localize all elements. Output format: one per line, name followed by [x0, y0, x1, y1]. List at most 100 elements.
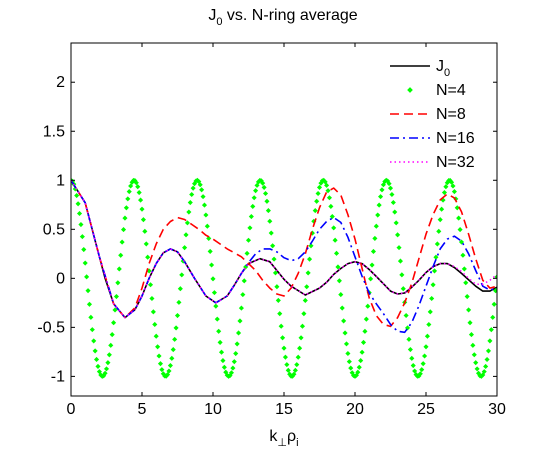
data-point: [191, 186, 196, 191]
data-point: [216, 329, 221, 334]
data-point: [159, 367, 164, 372]
data-point: [84, 274, 89, 279]
data-point: [435, 241, 440, 246]
data-point: [110, 332, 115, 337]
data-point: [280, 335, 285, 340]
legend-label-main: J: [436, 58, 444, 75]
data-point: [316, 191, 321, 196]
data-point: [483, 364, 488, 369]
data-point: [492, 302, 497, 307]
data-point: [182, 245, 187, 250]
data-point: [301, 311, 306, 316]
data-point: [269, 231, 274, 236]
data-point: [398, 259, 403, 264]
data-point: [340, 306, 345, 311]
data-point: [421, 361, 426, 366]
data-point: [215, 317, 220, 322]
data-point: [210, 276, 215, 281]
data-point: [394, 220, 399, 225]
x-tick-label: 20: [346, 401, 364, 418]
data-point: [267, 219, 272, 224]
legend-label-main: N=16: [436, 130, 475, 147]
plot-area: [68, 178, 499, 379]
data-point: [369, 262, 374, 267]
data-point: [429, 296, 434, 301]
data-point: [94, 357, 99, 362]
data-point: [443, 184, 448, 189]
data-point: [252, 195, 257, 200]
data-point: [249, 214, 254, 219]
data-point: [330, 214, 335, 219]
data-point: [155, 344, 160, 349]
data-point: [408, 347, 413, 352]
data-point: [334, 251, 339, 256]
data-point: [419, 367, 424, 372]
y-tick-label: 1: [56, 172, 65, 189]
data-point: [357, 365, 362, 370]
data-point: [145, 255, 150, 260]
data-point: [283, 355, 288, 360]
data-point: [485, 357, 490, 362]
legend-marker: [407, 87, 413, 93]
data-point: [250, 204, 255, 209]
data-point: [452, 189, 457, 194]
data-point: [460, 253, 465, 258]
data-point: [344, 341, 349, 346]
y-tick-label: 0.5: [43, 221, 65, 238]
data-point: [114, 294, 119, 299]
data-point: [436, 229, 441, 234]
y-tick-label: 1.5: [43, 123, 65, 140]
data-point: [347, 359, 352, 364]
data-point: [388, 186, 393, 191]
data-point: [439, 207, 444, 212]
data-point: [463, 280, 468, 285]
data-point: [303, 298, 308, 303]
series-layer: [68, 178, 499, 379]
data-point: [148, 282, 153, 287]
data-point: [327, 195, 332, 200]
y-tick-label: 0: [56, 270, 65, 287]
data-point: [399, 272, 404, 277]
data-point: [362, 329, 367, 334]
data-point: [371, 249, 376, 254]
data-point: [232, 359, 237, 364]
data-point: [168, 363, 173, 368]
data-point: [307, 257, 312, 262]
x-axis-label-sub1: ⊥: [277, 437, 287, 449]
y-tick-label: 2: [56, 74, 65, 91]
data-point: [95, 364, 100, 369]
data-point: [368, 276, 373, 281]
data-point: [296, 355, 301, 360]
x-tick-label: 10: [204, 401, 222, 418]
legend-label-main: N=32: [436, 154, 475, 171]
data-point: [135, 184, 140, 189]
data-point: [277, 311, 282, 316]
x-axis-label-sub2: i: [296, 437, 298, 449]
data-point: [253, 188, 258, 193]
data-point: [365, 304, 370, 309]
data-point: [360, 350, 365, 355]
data-point: [348, 366, 353, 371]
data-point: [473, 360, 478, 365]
data-point: [472, 352, 477, 357]
data-point: [233, 351, 238, 356]
data-point: [432, 268, 437, 273]
data-point: [372, 236, 377, 241]
axes-box: [71, 43, 497, 396]
data-point: [328, 204, 333, 209]
data-point: [300, 324, 305, 329]
data-point: [272, 257, 277, 262]
data-point: [235, 341, 240, 346]
data-point: [91, 338, 96, 343]
data-point: [176, 300, 181, 305]
data-point: [279, 324, 284, 329]
data-point: [124, 205, 129, 210]
data-point: [186, 209, 191, 214]
data-point: [409, 356, 414, 361]
data-point: [149, 296, 154, 301]
data-point: [174, 325, 179, 330]
data-point: [127, 189, 132, 194]
data-point: [338, 292, 343, 297]
data-point: [389, 192, 394, 197]
data-point: [374, 224, 379, 229]
